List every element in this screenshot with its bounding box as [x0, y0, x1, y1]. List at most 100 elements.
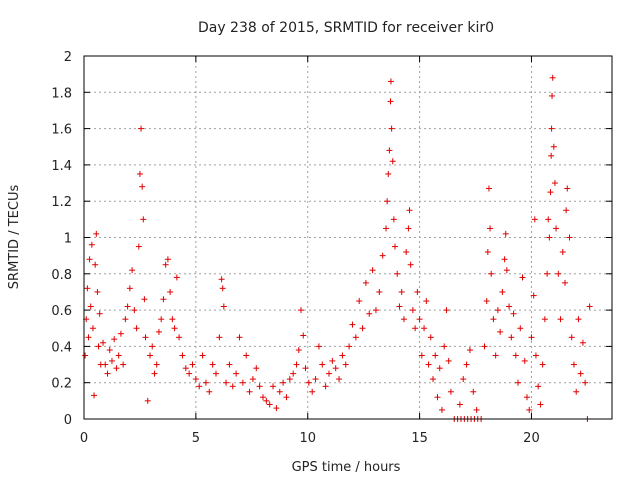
- data-point: [549, 92, 556, 99]
- data-point: [559, 249, 566, 256]
- data-point: [115, 352, 122, 359]
- data-point: [398, 288, 405, 295]
- data-point: [339, 352, 346, 359]
- data-point: [403, 249, 410, 256]
- data-point: [131, 307, 138, 314]
- data-point: [425, 361, 432, 368]
- y-tick-label: 1.8: [51, 86, 72, 101]
- data-point: [390, 216, 397, 223]
- data-point: [463, 361, 470, 368]
- data-point: [298, 307, 305, 314]
- data-point: [179, 352, 186, 359]
- data-points: [82, 74, 593, 422]
- data-point: [550, 143, 557, 150]
- data-point: [391, 243, 398, 250]
- data-point: [246, 388, 253, 395]
- x-tick-label: 15: [411, 431, 428, 446]
- data-point: [563, 207, 570, 214]
- data-point: [549, 74, 556, 81]
- x-tick-label: 0: [80, 431, 88, 446]
- data-point: [497, 328, 504, 335]
- data-point: [512, 352, 519, 359]
- data-point: [418, 352, 425, 359]
- data-point: [372, 307, 379, 314]
- data-point: [84, 285, 91, 292]
- data-point: [209, 361, 216, 368]
- data-point: [506, 303, 513, 310]
- data-point: [286, 376, 293, 383]
- data-point: [149, 343, 156, 350]
- data-point: [386, 147, 393, 154]
- data-point: [319, 361, 326, 368]
- data-point: [309, 388, 316, 395]
- data-point: [526, 406, 533, 413]
- data-point: [155, 328, 162, 335]
- y-tick-label: 1.4: [51, 159, 72, 174]
- data-point: [441, 343, 448, 350]
- data-point: [120, 361, 127, 368]
- data-point: [508, 334, 515, 341]
- data-point: [359, 325, 366, 332]
- data-point: [577, 370, 584, 377]
- data-point: [256, 383, 263, 390]
- data-point: [544, 270, 551, 277]
- data-point: [290, 370, 297, 377]
- data-point: [100, 339, 107, 346]
- data-point: [171, 325, 178, 332]
- data-point: [220, 303, 227, 310]
- data-point: [144, 397, 151, 404]
- data-point: [108, 357, 115, 364]
- data-point: [243, 352, 250, 359]
- data-point: [573, 388, 580, 395]
- data-point: [346, 343, 353, 350]
- data-point: [315, 343, 322, 350]
- data-point: [293, 361, 300, 368]
- data-point: [253, 365, 260, 372]
- data-point: [206, 388, 213, 395]
- data-point: [423, 298, 430, 305]
- data-point: [438, 406, 445, 413]
- data-point: [218, 276, 225, 283]
- data-point: [557, 316, 564, 323]
- data-point: [409, 307, 416, 314]
- data-point: [352, 334, 359, 341]
- data-point: [548, 152, 555, 159]
- data-point: [539, 361, 546, 368]
- data-point: [126, 285, 133, 292]
- data-point: [140, 216, 147, 223]
- data-point: [141, 296, 148, 303]
- data-point: [322, 383, 329, 390]
- data-point: [133, 325, 140, 332]
- data-point: [153, 361, 160, 368]
- data-point: [388, 125, 395, 132]
- data-point: [384, 198, 391, 205]
- data-point: [332, 365, 339, 372]
- data-point: [545, 216, 552, 223]
- data-point: [485, 185, 492, 192]
- data-point: [484, 249, 491, 256]
- data-point: [342, 361, 349, 368]
- data-point: [305, 379, 312, 386]
- data-point: [135, 243, 142, 250]
- data-point: [169, 316, 176, 323]
- y-tick-label: 0.4: [51, 340, 72, 355]
- data-point: [85, 334, 92, 341]
- data-point: [483, 298, 490, 305]
- data-point: [412, 325, 419, 332]
- data-point: [192, 376, 199, 383]
- data-point: [213, 370, 219, 377]
- data-point: [443, 307, 450, 314]
- data-point: [276, 388, 283, 395]
- data-point: [122, 316, 129, 323]
- data-point: [519, 274, 526, 281]
- data-point: [226, 361, 233, 368]
- y-tick-labels: 0 0.2 0.4 0.6 0.8 1 1.2 1.4 1.6 1.8 2: [51, 50, 72, 428]
- data-point: [167, 288, 174, 295]
- data-point: [470, 388, 477, 395]
- data-point: [295, 347, 302, 354]
- data-point: [460, 376, 467, 383]
- data-point: [366, 310, 373, 317]
- data-point: [586, 303, 593, 310]
- data-point: [501, 256, 508, 263]
- x-tick-label: 20: [523, 431, 540, 446]
